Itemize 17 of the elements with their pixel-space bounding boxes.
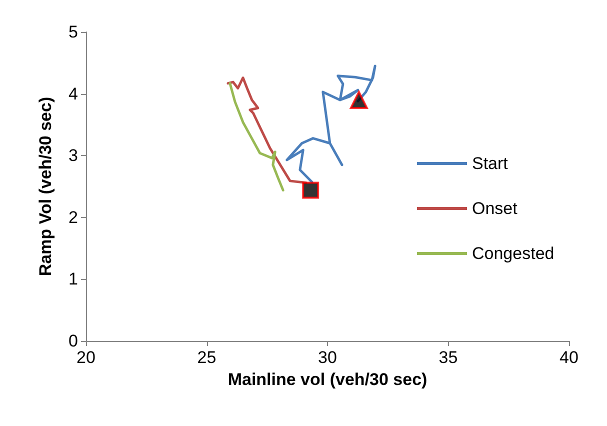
y-tick-label: 2	[68, 208, 78, 227]
y-tick-label: 3	[68, 146, 78, 166]
legend-label: Onset	[472, 199, 518, 218]
y-tick-label: 0	[68, 332, 78, 350]
legend-label: Start	[472, 154, 508, 173]
y-axis-title: Ramp Vol (veh/30 sec)	[36, 96, 55, 276]
x-tick-label: 35	[438, 348, 458, 367]
y-tick-label: 4	[68, 84, 78, 104]
x-tick-label: 40	[560, 348, 578, 367]
x-tick-label: 30	[318, 348, 337, 367]
x-tick-label: 20	[76, 348, 96, 367]
y-tick-label: 5	[68, 22, 78, 42]
legend-label: Congested	[472, 244, 554, 263]
line-series	[228, 82, 284, 192]
y-tick-label: 1	[68, 270, 78, 289]
x-axis-title: Mainline vol (veh/30 sec)	[228, 370, 428, 389]
x-tick-label: 25	[197, 348, 216, 367]
